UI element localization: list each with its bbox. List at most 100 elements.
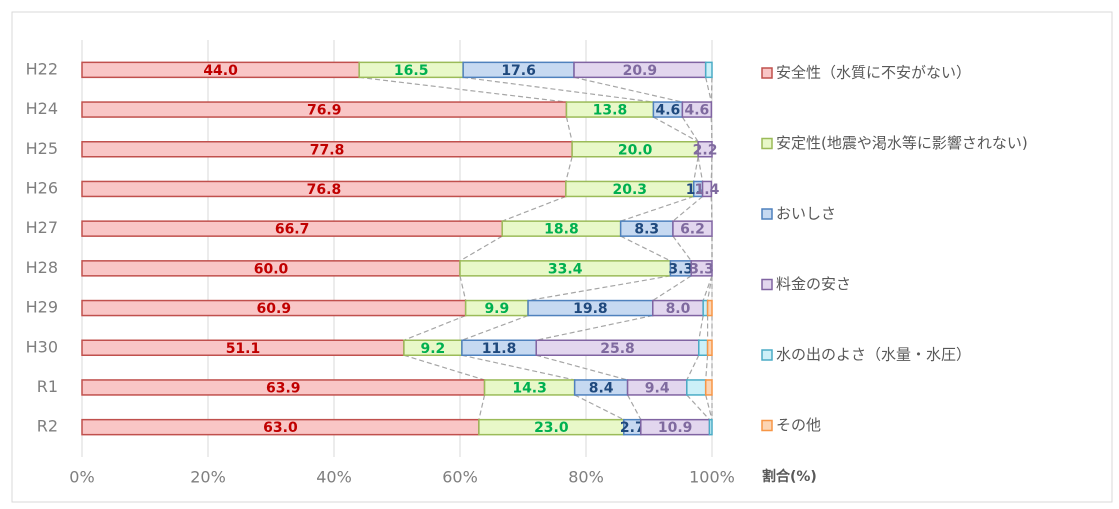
legend-swatch <box>761 67 773 79</box>
connector-line <box>565 116 573 142</box>
data-label: 4.6 <box>655 103 680 119</box>
data-label: 2.2 <box>693 142 718 158</box>
legend-swatch <box>761 208 773 220</box>
connector-line <box>653 116 699 143</box>
data-label: 51.1 <box>226 341 261 357</box>
data-label: 1.4 <box>695 182 720 198</box>
connector-line <box>459 235 503 262</box>
connector-line <box>710 117 713 142</box>
connector-line <box>706 275 713 301</box>
bar-segment <box>706 339 713 356</box>
x-tick-label: 80% <box>568 468 604 487</box>
connector-line <box>697 156 704 182</box>
connector-line <box>527 275 671 302</box>
data-label: 16.5 <box>394 63 429 79</box>
data-label: 14.3 <box>512 380 547 396</box>
connector-line <box>403 354 485 381</box>
x-axis-label: 割合(%) <box>762 468 817 485</box>
data-label: 44.0 <box>203 63 238 79</box>
data-label: 76.8 <box>307 182 342 198</box>
data-label: 18.8 <box>544 222 579 238</box>
bar-segment <box>686 379 707 396</box>
connector-line <box>359 76 567 103</box>
y-tick-label: R2 <box>37 417 58 436</box>
data-label: 63.9 <box>266 380 301 396</box>
data-label: 9.9 <box>484 301 509 317</box>
connector-line <box>710 156 713 182</box>
connector-line <box>652 275 692 302</box>
y-tick-label: H24 <box>26 99 58 118</box>
data-label: 60.0 <box>254 261 289 277</box>
connector-line <box>705 355 709 380</box>
connector-line <box>672 195 703 222</box>
data-label: 13.8 <box>593 103 628 119</box>
legend-label: 安定性(地震や渇水等に影響されない) <box>776 134 1028 152</box>
data-label: 9.4 <box>645 380 670 396</box>
connector-line <box>403 314 466 341</box>
data-label: 77.8 <box>310 142 345 158</box>
data-label: 10.9 <box>658 420 693 436</box>
connector-line <box>501 195 567 222</box>
bar-segment <box>704 61 713 79</box>
data-label: 25.8 <box>600 341 635 357</box>
connector-line <box>459 275 467 301</box>
bar-segment <box>698 339 709 356</box>
chart-frame <box>11 11 1113 503</box>
connector-line <box>620 195 694 222</box>
legend-swatch <box>761 278 773 291</box>
connector-line <box>710 196 713 222</box>
data-label: 11.8 <box>482 341 517 357</box>
legend-swatch <box>761 419 773 432</box>
connector-line <box>698 315 704 341</box>
data-label: 33.4 <box>548 261 583 277</box>
connector-line <box>702 275 713 301</box>
y-tick-label: H25 <box>26 139 58 158</box>
y-tick-label: H27 <box>26 218 58 237</box>
bar-segment <box>697 141 713 158</box>
bar-segment <box>681 101 713 118</box>
connector-line <box>461 314 529 341</box>
connector-line <box>463 76 654 103</box>
legend-label: 料金の安さ <box>776 275 851 293</box>
x-tick-label: 20% <box>190 468 226 487</box>
x-tick-label: 0% <box>69 468 94 487</box>
connector-line <box>693 156 699 182</box>
legend-label: 水の出のよさ（水量・水圧） <box>776 346 971 364</box>
data-label: 4.6 <box>684 103 709 119</box>
data-label: 8.0 <box>666 301 691 317</box>
data-label: 17.6 <box>501 63 536 79</box>
connector-line <box>573 76 683 103</box>
y-tick-label: H29 <box>26 298 58 317</box>
legend-label: 安全性（水質に不安がない） <box>776 64 971 82</box>
x-tick-label: 60% <box>442 468 478 487</box>
legend-label: おいしさ <box>776 205 836 223</box>
legend-swatch <box>761 349 773 361</box>
connector-line <box>461 354 575 381</box>
connector-line <box>672 235 692 262</box>
connector-line <box>710 77 713 103</box>
data-label: 60.9 <box>257 301 292 317</box>
y-tick-label: H22 <box>26 59 58 78</box>
connector-line <box>574 394 625 421</box>
connector-line <box>627 394 642 420</box>
bar-segment <box>701 180 713 198</box>
data-label: 8.3 <box>634 222 659 238</box>
data-label: 3.3 <box>689 261 714 277</box>
bar-segment <box>706 299 713 317</box>
data-label: 9.2 <box>421 341 446 357</box>
data-label: 23.0 <box>534 420 569 436</box>
bar-segment <box>672 220 713 237</box>
data-label: 76.9 <box>307 103 342 119</box>
connector-line <box>681 116 699 143</box>
connector-line <box>686 394 710 421</box>
connector-line <box>536 314 653 341</box>
x-tick-label: 100% <box>689 468 735 487</box>
connector-line <box>620 235 671 262</box>
y-tick-label: H28 <box>26 258 58 277</box>
connector-line <box>705 394 713 420</box>
data-label: 19.8 <box>573 301 608 317</box>
data-label: 8.4 <box>589 380 614 396</box>
y-tick-label: R1 <box>37 377 58 396</box>
y-tick-label: H30 <box>26 337 58 356</box>
